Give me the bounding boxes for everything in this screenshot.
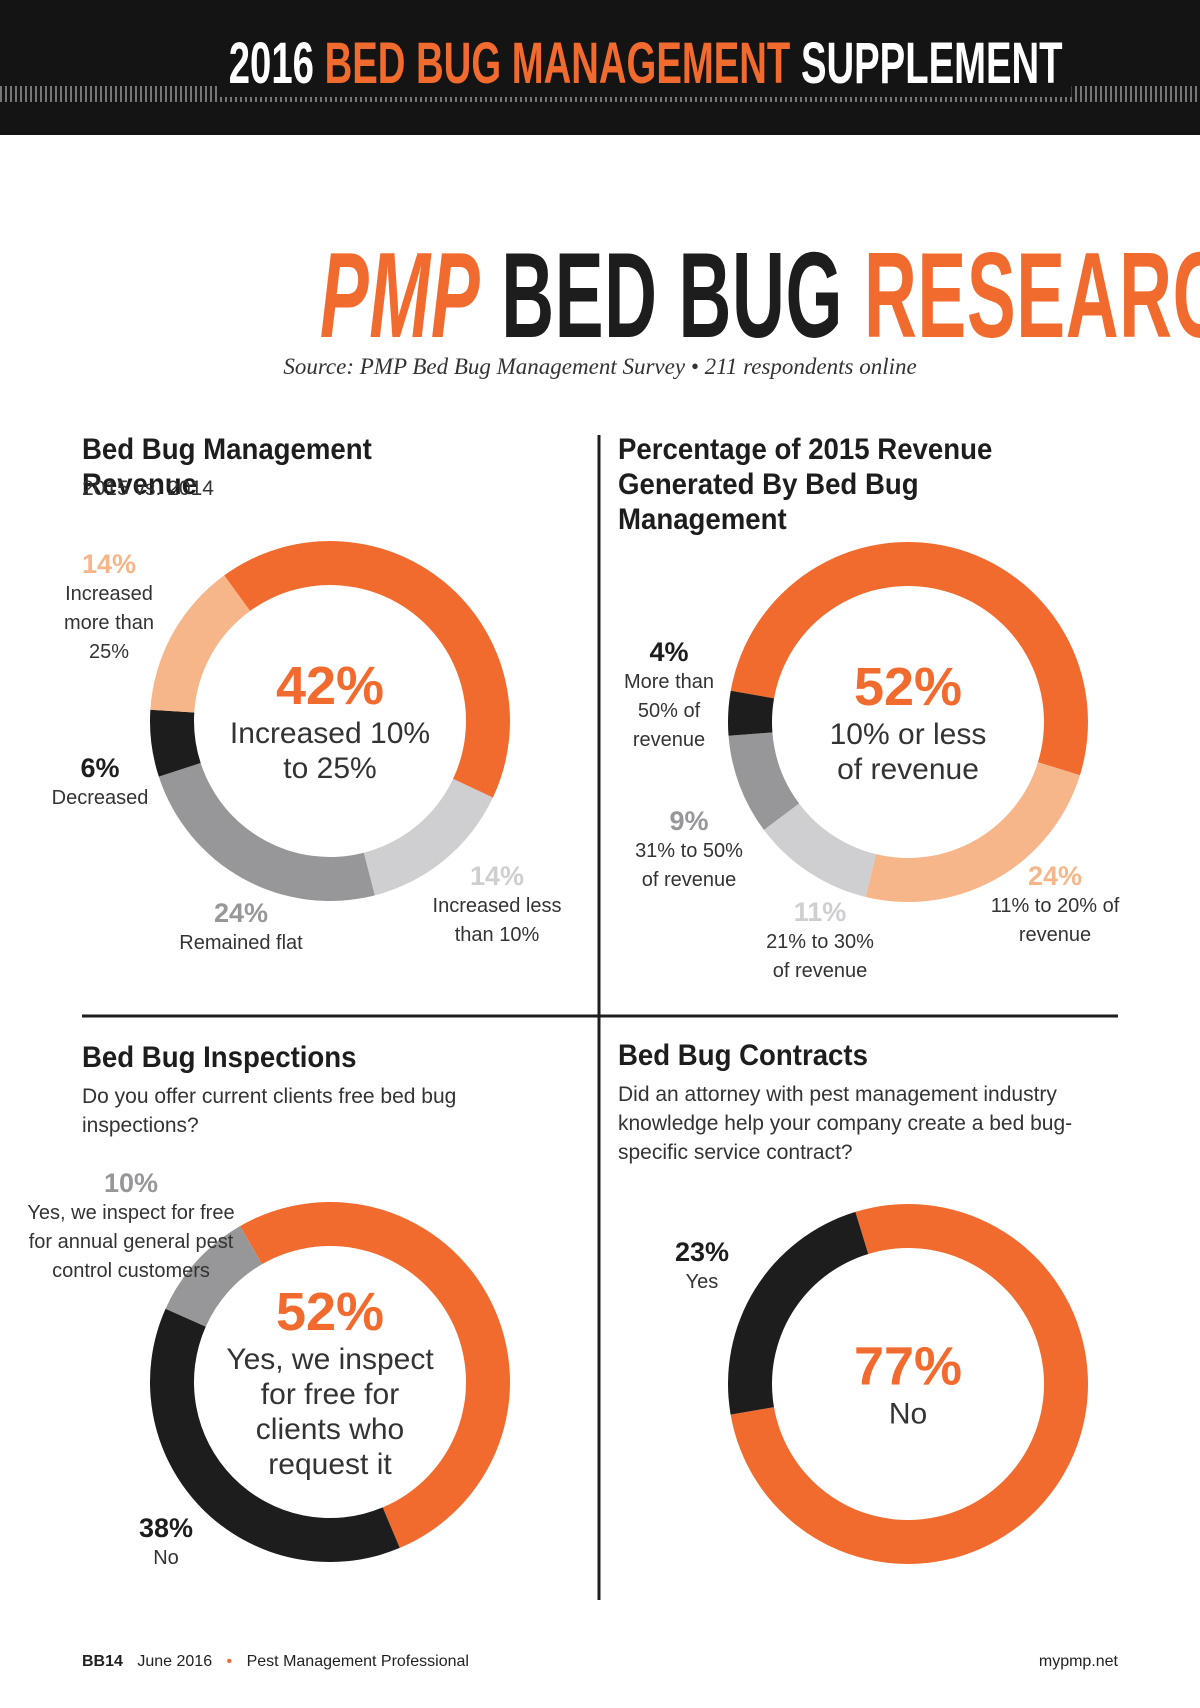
- center-label: 77% No: [808, 1337, 1008, 1432]
- category-label: Yes, we inspect for free for clients who…: [226, 1343, 434, 1481]
- donut-slice: [224, 541, 510, 798]
- slice-label: 11% 21% to 30% of revenue: [755, 896, 885, 986]
- value-label: 4%: [649, 637, 689, 667]
- center-label: 52% Yes, we inspect for free for clients …: [220, 1282, 440, 1482]
- value-label: 11%: [793, 897, 847, 927]
- slice-label: 9% 31% to 50% of revenue: [624, 805, 754, 895]
- donut-slice: [763, 803, 877, 897]
- category-label: No: [153, 1547, 179, 1569]
- slice-label: 4% More than 50% of revenue: [614, 636, 724, 755]
- center-label: 52% 10% or less of revenue: [813, 657, 1003, 787]
- value-label: 24%: [1027, 861, 1083, 891]
- header-text: 2016 BED BUG MANAGEMENT SUPPLEMENT: [0, 30, 1200, 97]
- title-part: RESEARCH: [863, 227, 1200, 363]
- page-title: PMP BED BUG RESEARCH: [0, 225, 1200, 365]
- title-part: BED BUG: [501, 227, 844, 363]
- donut-slice: [728, 732, 800, 830]
- donut-slice: [728, 690, 775, 736]
- category-label: No: [888, 1397, 928, 1431]
- value-label: 38%: [138, 1513, 194, 1543]
- donut-slice: [728, 1211, 869, 1415]
- header-part: BED BUG MANAGEMENT: [324, 31, 791, 96]
- category-label: Increased 10% to 25%: [229, 717, 431, 785]
- chart-title: Bed Bug Contracts: [618, 1039, 868, 1072]
- title-part: PMP: [319, 227, 481, 363]
- donut-slice: [363, 778, 493, 896]
- slice-label: 10% Yes, we inspect for free for annual g…: [26, 1167, 236, 1286]
- category-label: Increased more than 25%: [63, 583, 155, 663]
- separator: •: [226, 1653, 233, 1670]
- category-label: 31% to 50% of revenue: [635, 840, 743, 891]
- slice-label: 38% No: [116, 1512, 216, 1573]
- header-part: 2016: [228, 31, 325, 96]
- category-label: Increased less than 10%: [432, 895, 562, 946]
- value-label: 14%: [469, 861, 525, 891]
- value-label: 6%: [80, 753, 120, 783]
- page-number: BB14: [82, 1653, 123, 1670]
- donut-slice: [158, 763, 375, 902]
- donut-slice: [240, 1202, 510, 1548]
- chart-subtitle: Did an attorney with pest management ind…: [618, 1083, 1073, 1164]
- donut-slice: [865, 762, 1080, 902]
- value-label: 42%: [275, 656, 385, 716]
- category-label: Decreased: [51, 787, 149, 809]
- value-label: 52%: [275, 1282, 385, 1342]
- category-label: 10% or less of revenue: [829, 718, 987, 786]
- chart-title: Bed Bug Inspections: [82, 1041, 357, 1074]
- donut-slice: [150, 575, 251, 713]
- value-label: 77%: [853, 1336, 963, 1397]
- slice-label: 14% Increased more than 25%: [54, 548, 164, 667]
- value-label: 14%: [81, 549, 137, 579]
- category-label: 11% to 20% of revenue: [990, 895, 1120, 946]
- chart-subtitle: 2015 vs. 2014: [82, 477, 214, 500]
- source-note: Source: PMP Bed Bug Management Survey • …: [283, 354, 917, 379]
- chart-title: Percentage of 2015 Revenue Generated By …: [618, 433, 993, 536]
- slice-label: 23% Yes: [652, 1236, 752, 1297]
- donut-slice: [165, 1226, 262, 1327]
- slice-label: 6% Decreased: [35, 752, 165, 813]
- value-label: 52%: [853, 657, 963, 717]
- value-label: 24%: [213, 898, 269, 928]
- category-label: Yes: [685, 1271, 719, 1293]
- chart-title: Bed Bug Management Revenue: [82, 433, 372, 501]
- chart-subtitle: Do you offer current clients free bed bu…: [82, 1085, 457, 1137]
- value-label: 10%: [103, 1168, 159, 1198]
- publication: Pest Management Professional: [246, 1653, 469, 1670]
- donut-slice: [149, 1308, 400, 1563]
- slice-label: 14% Increased less than 10%: [422, 860, 572, 950]
- header-part: SUPPLEMENT: [790, 31, 1063, 96]
- category-label: Remained flat: [179, 932, 303, 954]
- center-label: 42% Increased 10% to 25%: [215, 656, 445, 786]
- donut-slice: [730, 541, 1089, 776]
- issue-date: June 2016: [137, 1653, 213, 1670]
- category-label: Yes, we inspect for free for annual gene…: [27, 1202, 235, 1282]
- slice-label: 24% 11% to 20% of revenue: [990, 860, 1120, 950]
- category-label: 21% to 30% of revenue: [766, 931, 874, 982]
- value-label: 23%: [674, 1237, 730, 1267]
- footer: BB14 June 2016 • Pest Management Profess…: [82, 1653, 1118, 1671]
- category-label: More than 50% of revenue: [623, 671, 715, 751]
- header-bar: 2016 BED BUG MANAGEMENT SUPPLEMENT: [0, 0, 1200, 135]
- site: mypmp.net: [1038, 1653, 1118, 1670]
- slice-label: 24% Remained flat: [156, 897, 326, 958]
- value-label: 9%: [669, 806, 709, 836]
- donut-slice: [150, 709, 201, 777]
